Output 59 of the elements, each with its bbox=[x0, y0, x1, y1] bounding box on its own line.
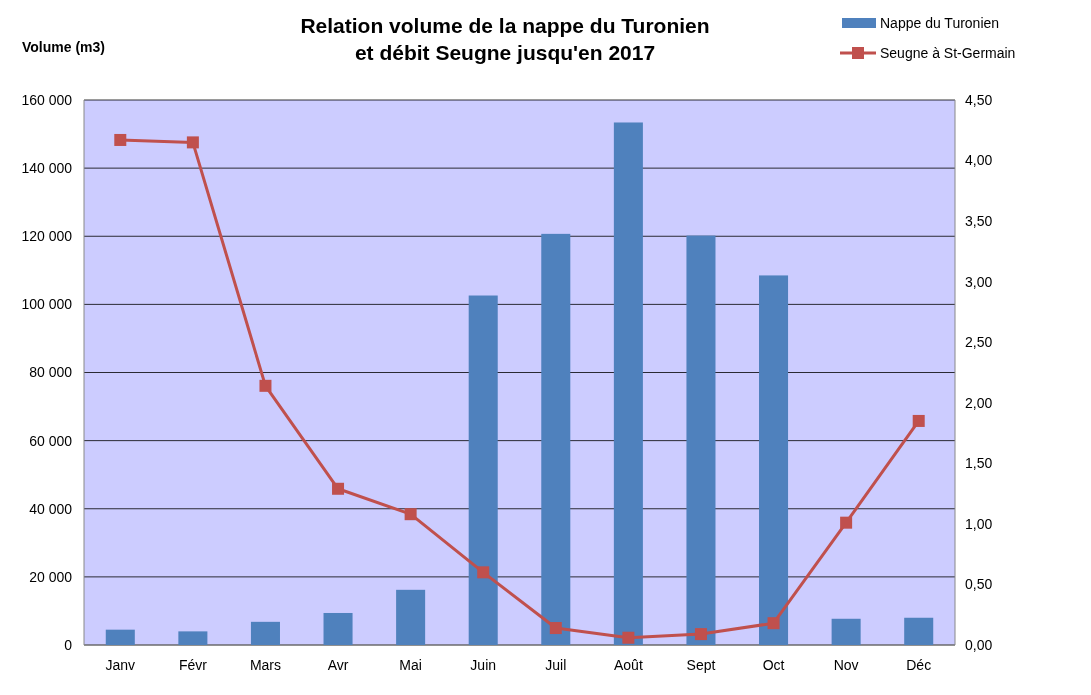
point bbox=[477, 566, 490, 579]
x-tick-label: Janv bbox=[105, 656, 136, 673]
bar bbox=[323, 612, 353, 645]
x-tick-label: Juil bbox=[545, 656, 567, 673]
x-tick-label: Juin bbox=[470, 656, 497, 673]
y-axis-title: Volume (m3) bbox=[22, 39, 105, 55]
y2-tick-label: 3,50 bbox=[965, 213, 993, 230]
x-tick-label: Août bbox=[613, 656, 643, 673]
y2-tick-label: 4,50 bbox=[965, 91, 993, 108]
y2-tick-label: 0,50 bbox=[965, 576, 993, 593]
point bbox=[186, 136, 199, 149]
bar bbox=[468, 295, 498, 645]
y2-tick-label: 2,50 bbox=[965, 334, 993, 351]
point bbox=[404, 508, 417, 521]
bar bbox=[831, 618, 861, 645]
bar bbox=[613, 122, 643, 645]
bar bbox=[396, 589, 426, 645]
y-tick-label: 0 bbox=[64, 636, 73, 653]
x-tick-label: Févr bbox=[178, 656, 208, 673]
x-tick-label: Avr bbox=[327, 656, 349, 673]
x-tick-label: Mai bbox=[399, 656, 422, 673]
point bbox=[259, 379, 272, 392]
y-tick-label: 80 000 bbox=[29, 364, 73, 381]
y2-tick-label: 2,00 bbox=[965, 394, 993, 411]
y-tick-label: 20 000 bbox=[29, 568, 73, 585]
y-tick-label: 140 000 bbox=[21, 160, 73, 177]
bar bbox=[178, 631, 208, 645]
y2-tick-label: 0,00 bbox=[965, 636, 993, 653]
bar bbox=[759, 275, 789, 645]
bar bbox=[904, 617, 934, 645]
bar bbox=[686, 235, 716, 645]
bar bbox=[105, 629, 135, 645]
y-tick-label: 100 000 bbox=[21, 296, 73, 313]
point bbox=[912, 414, 925, 427]
legend-label: Seugne à St-Germain bbox=[880, 44, 1016, 61]
x-tick-label: Sept bbox=[686, 656, 716, 673]
x-tick-label: Oct bbox=[762, 656, 785, 673]
x-tick-label: Nov bbox=[833, 656, 859, 673]
y-tick-label: 160 000 bbox=[21, 91, 73, 108]
point bbox=[694, 628, 707, 641]
y-tick-label: 120 000 bbox=[21, 228, 73, 245]
x-tick-label: Mars bbox=[249, 656, 282, 673]
y2-tick-label: 1,00 bbox=[965, 515, 993, 532]
y2-tick-label: 3,00 bbox=[965, 273, 993, 290]
point bbox=[622, 631, 635, 644]
y2-tick-label: 1,50 bbox=[965, 455, 993, 472]
point bbox=[114, 133, 127, 146]
y-tick-label: 60 000 bbox=[29, 432, 73, 449]
y2-tick-label: 4,00 bbox=[965, 152, 993, 169]
point bbox=[840, 516, 853, 529]
y-tick-label: 40 000 bbox=[29, 500, 73, 517]
x-tick-label: Déc bbox=[906, 656, 932, 673]
point bbox=[549, 622, 562, 635]
point bbox=[332, 482, 345, 495]
chart-title: Relation volume de la nappe du Turonien et débit Seugne jusqu'en 2017 bbox=[300, 14, 710, 64]
legend-label: Nappe du Turonien bbox=[880, 14, 1000, 31]
bar bbox=[250, 621, 280, 645]
point bbox=[767, 617, 780, 630]
bar bbox=[541, 233, 571, 645]
